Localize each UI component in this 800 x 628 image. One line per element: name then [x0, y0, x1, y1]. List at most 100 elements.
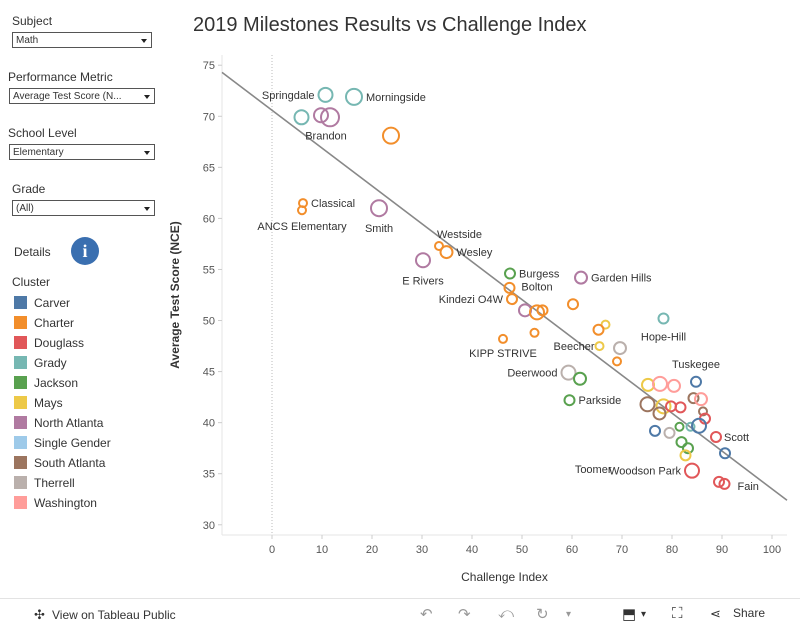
data-point [345, 87, 363, 106]
data-point [612, 356, 622, 367]
point-label: Woodson Park [609, 466, 681, 478]
y-tick-label: 60 [203, 213, 215, 225]
point-label: ANCS Elementary [257, 221, 347, 233]
fullscreen-icon[interactable]: ⛶ [672, 605, 683, 622]
data-point [529, 327, 540, 338]
data-point [639, 396, 656, 413]
info-icon[interactable]: i [71, 237, 99, 265]
point-label: Tuskegee [672, 359, 720, 371]
y-tick-label: 30 [203, 520, 215, 532]
download-menu-chevron-icon[interactable]: ▾ [641, 609, 647, 620]
y-tick-label: 70 [203, 111, 215, 123]
grade-dropdown[interactable]: (All) [12, 200, 155, 216]
share-button[interactable]: Share [733, 606, 766, 620]
point-label: KIPP STRIVE [469, 348, 537, 360]
y-tick-label: 75 [203, 60, 215, 72]
data-point [382, 126, 400, 145]
tableau-logo-icon: ✣ [34, 607, 45, 622]
x-tick-label: 100 [763, 544, 781, 556]
legend-label: Therrell [34, 475, 75, 490]
filter-label-school-level: School Level [8, 126, 77, 140]
legend-item-douglass[interactable]: Douglass [14, 335, 84, 350]
point-label: Classical [311, 198, 355, 210]
data-point [529, 304, 545, 321]
data-point [594, 341, 605, 352]
legend-swatch [14, 436, 27, 450]
point-label: Parkside [579, 395, 622, 407]
undo-icon[interactable]: ↶ [420, 606, 433, 623]
legend-item-single-gender[interactable]: Single Gender [14, 435, 111, 450]
point-label: Fain [738, 481, 759, 493]
data-point [719, 447, 731, 460]
data-point [504, 267, 516, 280]
grade-dropdown-value: (All) [16, 203, 34, 214]
details-label: Details [14, 245, 51, 259]
y-tick-label: 65 [203, 162, 215, 174]
point-label: Smith [365, 223, 393, 235]
legend-item-therrell[interactable]: Therrell [14, 475, 75, 490]
revert-icon[interactable]: ⤺ [498, 605, 515, 622]
data-point [674, 401, 687, 414]
download-icon[interactable]: ⬒ [622, 606, 637, 623]
legend-title: Cluster [12, 275, 51, 289]
data-point [518, 303, 532, 318]
y-tick-label: 35 [203, 469, 215, 481]
data-point [313, 107, 329, 124]
legend-label: Jackson [34, 375, 79, 390]
legend-item-washington[interactable]: Washington [14, 495, 97, 510]
data-point [663, 426, 676, 439]
data-point [592, 323, 605, 336]
legend-label: Charter [34, 315, 75, 330]
x-tick-label: 0 [269, 544, 275, 556]
legend-item-carver[interactable]: Carver [14, 295, 70, 310]
data-point [718, 477, 731, 490]
legend-swatch [14, 296, 27, 310]
x-tick-label: 80 [666, 544, 678, 556]
data-point [370, 199, 388, 218]
legend-item-charter[interactable]: Charter [14, 315, 75, 330]
view-on-tableau-link[interactable]: ✣ View on Tableau Public [34, 607, 176, 623]
x-tick-label: 70 [616, 544, 628, 556]
data-point [694, 392, 708, 407]
chevron-down-icon [144, 151, 150, 155]
x-tick-label: 60 [566, 544, 578, 556]
legend-label: Single Gender [34, 435, 111, 450]
data-point [657, 312, 670, 325]
point-label: Burgess [519, 269, 560, 281]
refresh-menu-chevron-icon[interactable]: ▾ [566, 609, 572, 620]
filter-label-grade: Grade [12, 182, 46, 196]
x-tick-label: 20 [366, 544, 378, 556]
legend-swatch [14, 476, 27, 490]
point-label: Springdale [262, 90, 315, 102]
subject-dropdown-value: Math [16, 35, 39, 46]
school-level-dropdown[interactable]: Elementary [9, 144, 155, 160]
legend-label: Washington [34, 495, 97, 510]
legend-item-grady[interactable]: Grady [14, 355, 67, 370]
data-point [710, 430, 722, 443]
legend-item-jackson[interactable]: Jackson [14, 375, 79, 390]
point-label: Wesley [457, 247, 493, 259]
redo-icon[interactable]: ↷ [458, 606, 471, 623]
point-label: Hope-Hill [641, 331, 686, 343]
data-point [506, 293, 518, 306]
x-tick-label: 10 [316, 544, 328, 556]
legend-swatch [14, 416, 27, 430]
subject-dropdown[interactable]: Math [12, 32, 152, 48]
metric-dropdown[interactable]: Average Test Score (N... [9, 88, 155, 104]
legend-label: Grady [34, 355, 67, 370]
point-label: Scott [724, 432, 749, 444]
y-axis-title: Average Test Score (NCE) [168, 221, 182, 368]
data-point [684, 462, 700, 479]
refresh-icon[interactable]: ↻ [536, 606, 549, 623]
legend-item-mays[interactable]: Mays [14, 395, 63, 410]
data-point [320, 107, 340, 128]
legend-swatch [14, 336, 27, 350]
share-icon[interactable]: ⋖ [710, 606, 721, 621]
chevron-down-icon [141, 39, 147, 43]
legend-label: South Atlanta [34, 455, 106, 470]
legend-item-north-atlanta[interactable]: North Atlanta [14, 415, 103, 430]
data-point [652, 406, 667, 421]
legend-item-south-atlanta[interactable]: South Atlanta [14, 455, 106, 470]
metric-dropdown-value: Average Test Score (N... [13, 91, 122, 102]
x-axis-title: Challenge Index [461, 570, 548, 584]
